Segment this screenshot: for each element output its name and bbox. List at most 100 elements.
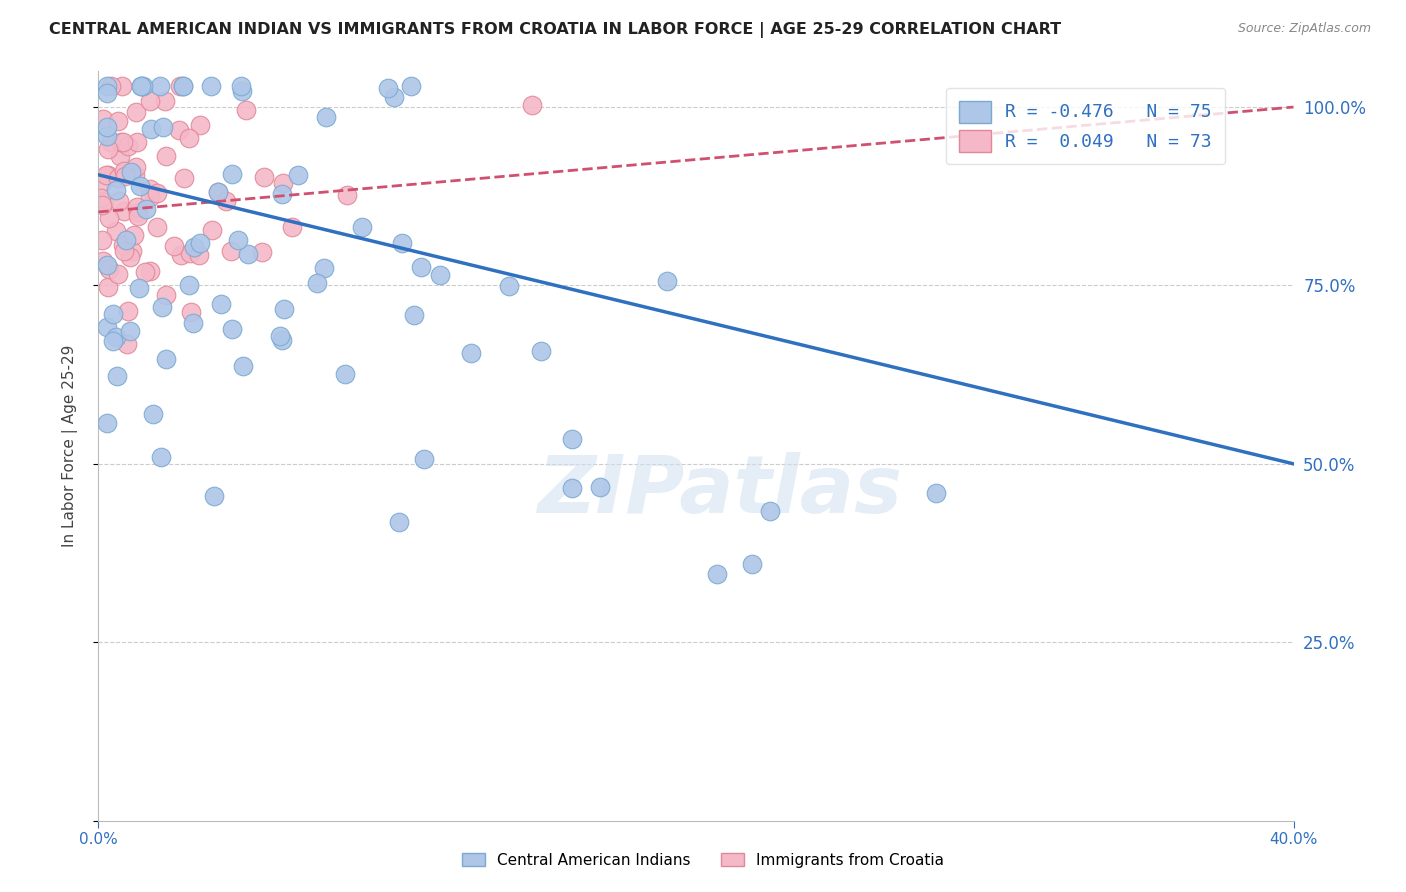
Point bbox=[149, 450, 172, 464]
Point bbox=[155, 149, 177, 163]
Point bbox=[170, 248, 193, 262]
Text: Source: ZipAtlas.com: Source: ZipAtlas.com bbox=[1237, 22, 1371, 36]
Point bbox=[91, 112, 114, 126]
Point bbox=[163, 239, 186, 253]
Point bbox=[149, 78, 172, 93]
Point bbox=[235, 103, 257, 118]
Legend: Central American Indians, Immigrants from Croatia: Central American Indians, Immigrants fro… bbox=[454, 845, 952, 875]
Point bbox=[150, 300, 173, 314]
Point bbox=[107, 171, 129, 186]
Point bbox=[139, 95, 162, 109]
Point bbox=[314, 261, 336, 276]
Point bbox=[177, 130, 200, 145]
Point bbox=[221, 321, 243, 335]
Point bbox=[190, 118, 212, 132]
Point bbox=[221, 244, 243, 258]
Point bbox=[100, 135, 122, 149]
Point bbox=[96, 87, 118, 101]
Point bbox=[110, 135, 132, 149]
Point bbox=[413, 451, 436, 466]
Point bbox=[741, 557, 763, 571]
Point bbox=[924, 486, 946, 500]
Point bbox=[221, 167, 243, 181]
Point bbox=[411, 260, 433, 274]
Point bbox=[335, 187, 357, 202]
Point bbox=[269, 329, 291, 343]
Point bbox=[125, 105, 148, 120]
Point bbox=[152, 120, 174, 134]
Point bbox=[187, 247, 209, 261]
Point bbox=[228, 233, 250, 247]
Point bbox=[124, 228, 146, 243]
Point bbox=[114, 244, 136, 259]
Point bbox=[271, 333, 294, 347]
Point bbox=[188, 235, 211, 250]
Point bbox=[127, 136, 149, 150]
Point bbox=[155, 352, 177, 367]
Point bbox=[281, 219, 304, 234]
Point bbox=[155, 94, 177, 108]
Point bbox=[402, 308, 425, 322]
Point bbox=[232, 359, 254, 373]
Point bbox=[111, 238, 134, 252]
Point bbox=[114, 169, 136, 184]
Point bbox=[97, 142, 120, 156]
Point bbox=[115, 337, 138, 351]
Point bbox=[429, 268, 451, 282]
Point bbox=[201, 223, 224, 237]
Point bbox=[520, 97, 543, 112]
Point bbox=[377, 80, 399, 95]
Point bbox=[111, 135, 134, 149]
Text: CENTRAL AMERICAN INDIAN VS IMMIGRANTS FROM CROATIA IN LABOR FORCE | AGE 25-29 CO: CENTRAL AMERICAN INDIAN VS IMMIGRANTS FR… bbox=[49, 22, 1062, 38]
Point bbox=[183, 240, 205, 254]
Point bbox=[172, 78, 194, 93]
Point bbox=[100, 78, 122, 93]
Point bbox=[181, 316, 204, 330]
Point bbox=[96, 78, 118, 93]
Point bbox=[271, 176, 294, 190]
Point bbox=[97, 261, 120, 276]
Point bbox=[96, 417, 118, 431]
Point bbox=[706, 566, 728, 581]
Point bbox=[273, 301, 295, 316]
Point bbox=[127, 204, 149, 219]
Point bbox=[209, 297, 232, 311]
Point bbox=[112, 164, 135, 178]
Point bbox=[128, 179, 150, 194]
Point bbox=[231, 78, 253, 93]
Point bbox=[135, 202, 157, 216]
Point bbox=[231, 84, 253, 98]
Point bbox=[118, 324, 141, 338]
Point bbox=[401, 78, 423, 93]
Point bbox=[204, 489, 226, 503]
Point bbox=[172, 78, 194, 93]
Point bbox=[112, 203, 135, 218]
Point bbox=[391, 235, 413, 250]
Point bbox=[124, 168, 146, 182]
Point bbox=[115, 233, 138, 247]
Point bbox=[155, 287, 177, 301]
Point bbox=[105, 369, 128, 384]
Point bbox=[167, 123, 190, 137]
Point bbox=[129, 78, 152, 93]
Point bbox=[98, 211, 121, 225]
Point bbox=[215, 194, 238, 208]
Point bbox=[108, 149, 131, 163]
Point bbox=[179, 245, 201, 260]
Point bbox=[207, 185, 229, 199]
Point bbox=[138, 182, 160, 196]
Point bbox=[200, 78, 222, 93]
Point bbox=[91, 177, 114, 191]
Point bbox=[333, 367, 356, 381]
Point bbox=[129, 78, 152, 93]
Point bbox=[350, 219, 373, 234]
Point bbox=[90, 233, 112, 247]
Point bbox=[180, 304, 202, 318]
Point bbox=[117, 303, 139, 318]
Point bbox=[110, 78, 132, 93]
Point bbox=[287, 168, 309, 182]
Point bbox=[142, 407, 165, 421]
Point bbox=[90, 198, 112, 212]
Point bbox=[105, 224, 128, 238]
Point bbox=[128, 281, 150, 295]
